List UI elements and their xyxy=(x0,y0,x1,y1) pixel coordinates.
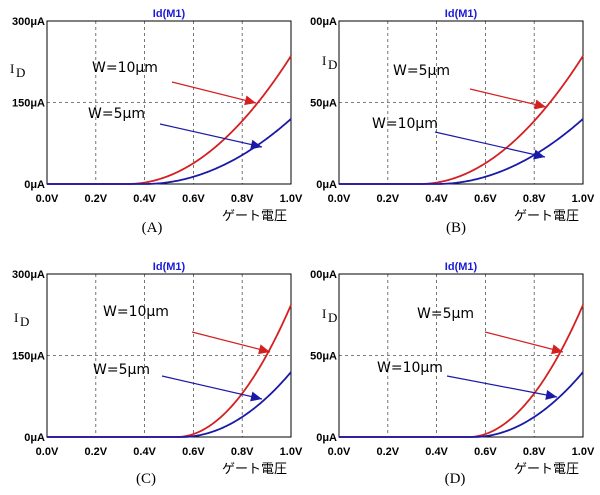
y-axis-label-subscript: D xyxy=(328,57,337,72)
x-tick-label: 0.6V xyxy=(474,193,497,205)
x-tick-label: 0.4V xyxy=(133,193,156,205)
panel-label: (B) xyxy=(446,220,466,236)
panel-label: (A) xyxy=(142,220,163,236)
y-tick-label: 150μA xyxy=(12,351,45,363)
y-tick-label: 0μA xyxy=(24,179,45,191)
x-tick-label: 0.6V xyxy=(474,446,497,458)
x-tick-label: 0.6V xyxy=(182,193,205,205)
series-line xyxy=(47,371,292,438)
x-axis-label: ゲート電圧 xyxy=(514,462,579,477)
annotation-arrow-head xyxy=(250,391,262,402)
y-tick-label: 300μA xyxy=(12,269,45,281)
series-line xyxy=(339,304,584,438)
y-axis-label: I xyxy=(322,306,326,321)
y-axis-label: I xyxy=(322,53,326,68)
chart-title: Id(M1) xyxy=(153,261,186,273)
chart-title: Id(M1) xyxy=(153,8,186,20)
x-tick-label: 0.8V xyxy=(231,193,254,205)
chart-title: Id(M1) xyxy=(445,8,478,20)
annotation-arrow-head xyxy=(258,344,270,355)
y-tick-label: 50μA xyxy=(310,351,337,363)
x-tick-label: 0.2V xyxy=(84,193,107,205)
x-tick-label: 0.4V xyxy=(133,446,156,458)
series-annotation: W=10μm xyxy=(377,360,443,376)
x-axis-label: ゲート電圧 xyxy=(222,209,287,224)
y-tick-label: 300μA xyxy=(12,16,45,28)
annotation-arrow-line xyxy=(171,81,257,104)
x-tick-label: 0.0V xyxy=(328,193,351,205)
chart-panel-2: Id(M1) 0.0V 0.2V 0.4V 0.6V 0.8V 1.0V 0μA 50μA 00μ… xyxy=(310,8,595,236)
y-tick-label: 0μA xyxy=(316,179,337,191)
x-tick-label: 0.8V xyxy=(231,446,254,458)
plot-frame xyxy=(46,20,292,185)
x-tick-label: 0.4V xyxy=(425,193,448,205)
annotation-arrow-line xyxy=(469,88,547,108)
x-tick-label: 1.0V xyxy=(280,446,303,458)
x-tick-label: 0.0V xyxy=(36,193,59,205)
chart-panel-4: Id(M1) 0.0V 0.2V 0.4V 0.6V 0.8V 1.0V 0μA 50μA 00μ… xyxy=(310,261,595,487)
series-line xyxy=(339,371,584,438)
annotation-arrow-line xyxy=(484,331,564,353)
y-axis-label-subscript: D xyxy=(20,314,29,329)
y-axis-label-subscript: D xyxy=(16,65,25,80)
annotation-arrow-line xyxy=(446,375,558,398)
x-axis-label: ゲート電圧 xyxy=(222,462,287,477)
annotation-arrow-line xyxy=(191,331,271,353)
annotation-arrow-line xyxy=(434,131,546,158)
x-tick-label: 1.0V xyxy=(280,193,303,205)
y-tick-label: 0μA xyxy=(24,432,45,444)
series-line xyxy=(47,55,292,185)
y-tick-label: 150μA xyxy=(12,98,45,110)
panel-label: (D) xyxy=(445,471,466,487)
chart-title: Id(M1) xyxy=(445,261,478,273)
annotation-arrow-head xyxy=(244,95,256,106)
x-tick-label: 0.2V xyxy=(376,193,399,205)
y-axis-label: I xyxy=(10,61,14,76)
annotation-arrow-head xyxy=(250,139,262,150)
x-tick-label: 0.4V xyxy=(425,446,448,458)
y-axis-label: I xyxy=(14,310,18,325)
panel-label: (C) xyxy=(136,471,156,487)
x-tick-label: 0.0V xyxy=(328,446,351,458)
annotation-arrow-line xyxy=(161,375,263,400)
x-tick-label: 1.0V xyxy=(572,193,595,205)
series-annotation: W=10μm xyxy=(103,304,169,320)
x-tick-label: 1.0V xyxy=(572,446,595,458)
chart-panel-1: Id(M1) 0.0V 0.2V 0.4V 0.6V 0.8V 1.0V 0μA 150μA 30… xyxy=(10,8,303,236)
annotation-arrow-line xyxy=(159,123,263,148)
annotation-arrow-head xyxy=(534,99,546,110)
series-annotation: W=10μm xyxy=(372,116,438,132)
plot-frame xyxy=(338,20,584,185)
series-annotation: W=5μm xyxy=(88,106,145,122)
annotation-arrow-head xyxy=(545,390,557,400)
series-annotation: W=10μm xyxy=(92,60,158,76)
series-line xyxy=(47,304,292,438)
annotation-arrow-head xyxy=(533,149,545,160)
y-tick-label: 50μA xyxy=(310,98,337,110)
x-tick-label: 0.2V xyxy=(376,446,399,458)
x-axis-label: ゲート電圧 xyxy=(514,209,579,224)
series-annotation: W=5μm xyxy=(93,362,150,378)
annotation-arrow-head xyxy=(551,344,563,355)
series-annotation: W=5μm xyxy=(417,306,474,322)
y-tick-label: 0μA xyxy=(316,432,337,444)
series-line xyxy=(339,118,584,185)
y-axis-label-subscript: D xyxy=(328,310,337,325)
x-tick-label: 0.6V xyxy=(182,446,205,458)
y-tick-label: 00μA xyxy=(310,269,337,281)
x-tick-label: 0.0V xyxy=(36,446,59,458)
x-tick-label: 0.2V xyxy=(84,446,107,458)
y-tick-label: 00μA xyxy=(310,16,337,28)
x-tick-label: 0.8V xyxy=(523,446,546,458)
series-annotation: W=5μm xyxy=(393,63,450,79)
x-tick-label: 0.8V xyxy=(523,193,546,205)
chart-panel-3: Id(M1) 0.0V 0.2V 0.4V 0.6V 0.8V 1.0V 0μA 150μA 30… xyxy=(12,261,303,487)
series-line xyxy=(47,118,292,185)
